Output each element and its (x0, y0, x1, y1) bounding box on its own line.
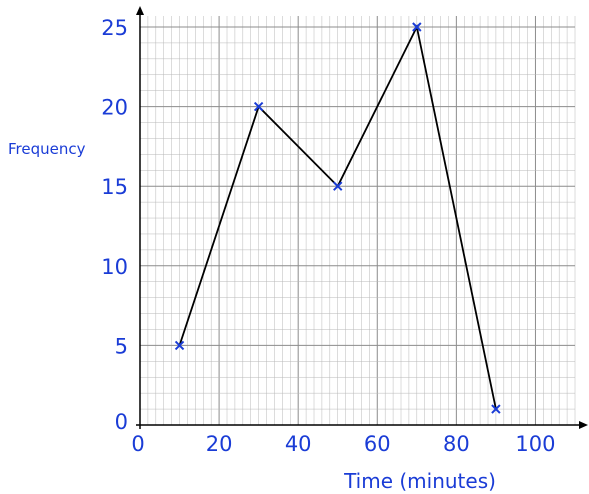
y-axis-arrow (136, 6, 144, 15)
y-tick-label: 0 (115, 410, 128, 434)
x-tick-label: 20 (206, 432, 233, 456)
data-point-marker (491, 404, 501, 414)
y-tick-label: 10 (101, 255, 128, 279)
x-tick-label: 0 (131, 432, 144, 456)
data-point-marker (333, 181, 343, 191)
chart-grid (139, 16, 576, 426)
y-tick-label: 20 (101, 96, 128, 120)
data-point-marker (412, 22, 422, 32)
data-point-marker (253, 101, 264, 112)
x-tick-label: 40 (285, 432, 312, 456)
chart-series (174, 22, 501, 414)
y-tick-label: 15 (101, 175, 128, 199)
x-axis-arrow (579, 421, 588, 429)
x-tick-label: 80 (443, 432, 470, 456)
y-tick-label: 25 (101, 16, 128, 40)
y-tick-label: 5 (115, 334, 128, 358)
x-tick-label: 60 (364, 432, 391, 456)
data-point-marker (174, 340, 185, 351)
x-axis-label: Time (minutes) (343, 469, 496, 493)
x-tick-label: 100 (515, 432, 555, 456)
chart-tick-labels: 0 20 40 60 80 100 0 5 10 15 20 25 (101, 16, 555, 456)
y-axis-label: Frequency (8, 140, 86, 158)
chart-axes (136, 6, 588, 429)
